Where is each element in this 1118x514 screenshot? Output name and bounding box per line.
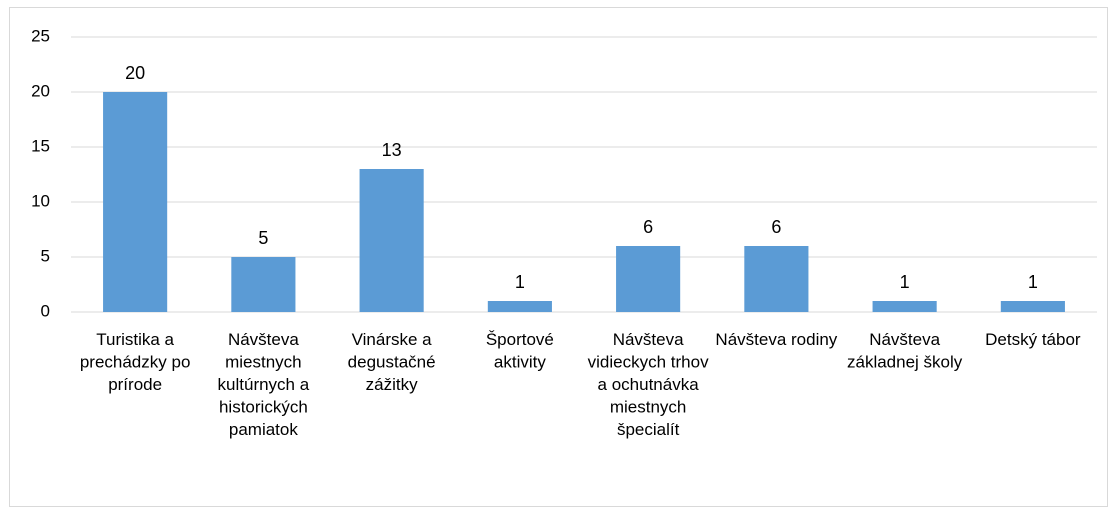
bar — [872, 301, 937, 312]
x-tick-label: Návšteva miestnych kultúrnych a historickýc… — [218, 330, 310, 439]
x-tick-label: Návšteva základnej školy — [847, 330, 963, 372]
bar — [359, 169, 424, 312]
bar — [744, 246, 809, 312]
y-tick-label: 15 — [31, 136, 50, 155]
data-label: 1 — [515, 272, 525, 292]
data-label: 13 — [382, 140, 402, 160]
bar — [487, 301, 552, 312]
y-tick-label: 20 — [31, 81, 50, 100]
x-tick-label: Vinárske a degustačné zážitky — [348, 330, 436, 394]
data-label: 20 — [125, 63, 145, 83]
bar — [1000, 301, 1065, 312]
data-label: 1 — [1028, 272, 1038, 292]
data-label: 6 — [771, 217, 781, 237]
data-label: 6 — [643, 217, 653, 237]
x-tick-label: Návšteva rodiny — [715, 330, 837, 349]
bar — [103, 92, 168, 312]
y-tick-label: 5 — [41, 246, 50, 265]
y-tick-label: 0 — [41, 301, 50, 320]
y-tick-label: 25 — [31, 26, 50, 45]
data-label: 5 — [258, 228, 268, 248]
y-tick-label: 10 — [31, 191, 50, 210]
bar — [231, 257, 296, 312]
x-tick-label: Návšteva vidieckych trhov a ochutnávka mies… — [588, 330, 709, 439]
x-tick-label: Športové aktivity — [486, 330, 554, 372]
bar — [616, 246, 681, 312]
x-tick-label: Detský tábor — [985, 330, 1081, 349]
data-label: 1 — [900, 272, 910, 292]
x-tick-label: Turistika a prechádzky po prírode — [80, 330, 191, 394]
